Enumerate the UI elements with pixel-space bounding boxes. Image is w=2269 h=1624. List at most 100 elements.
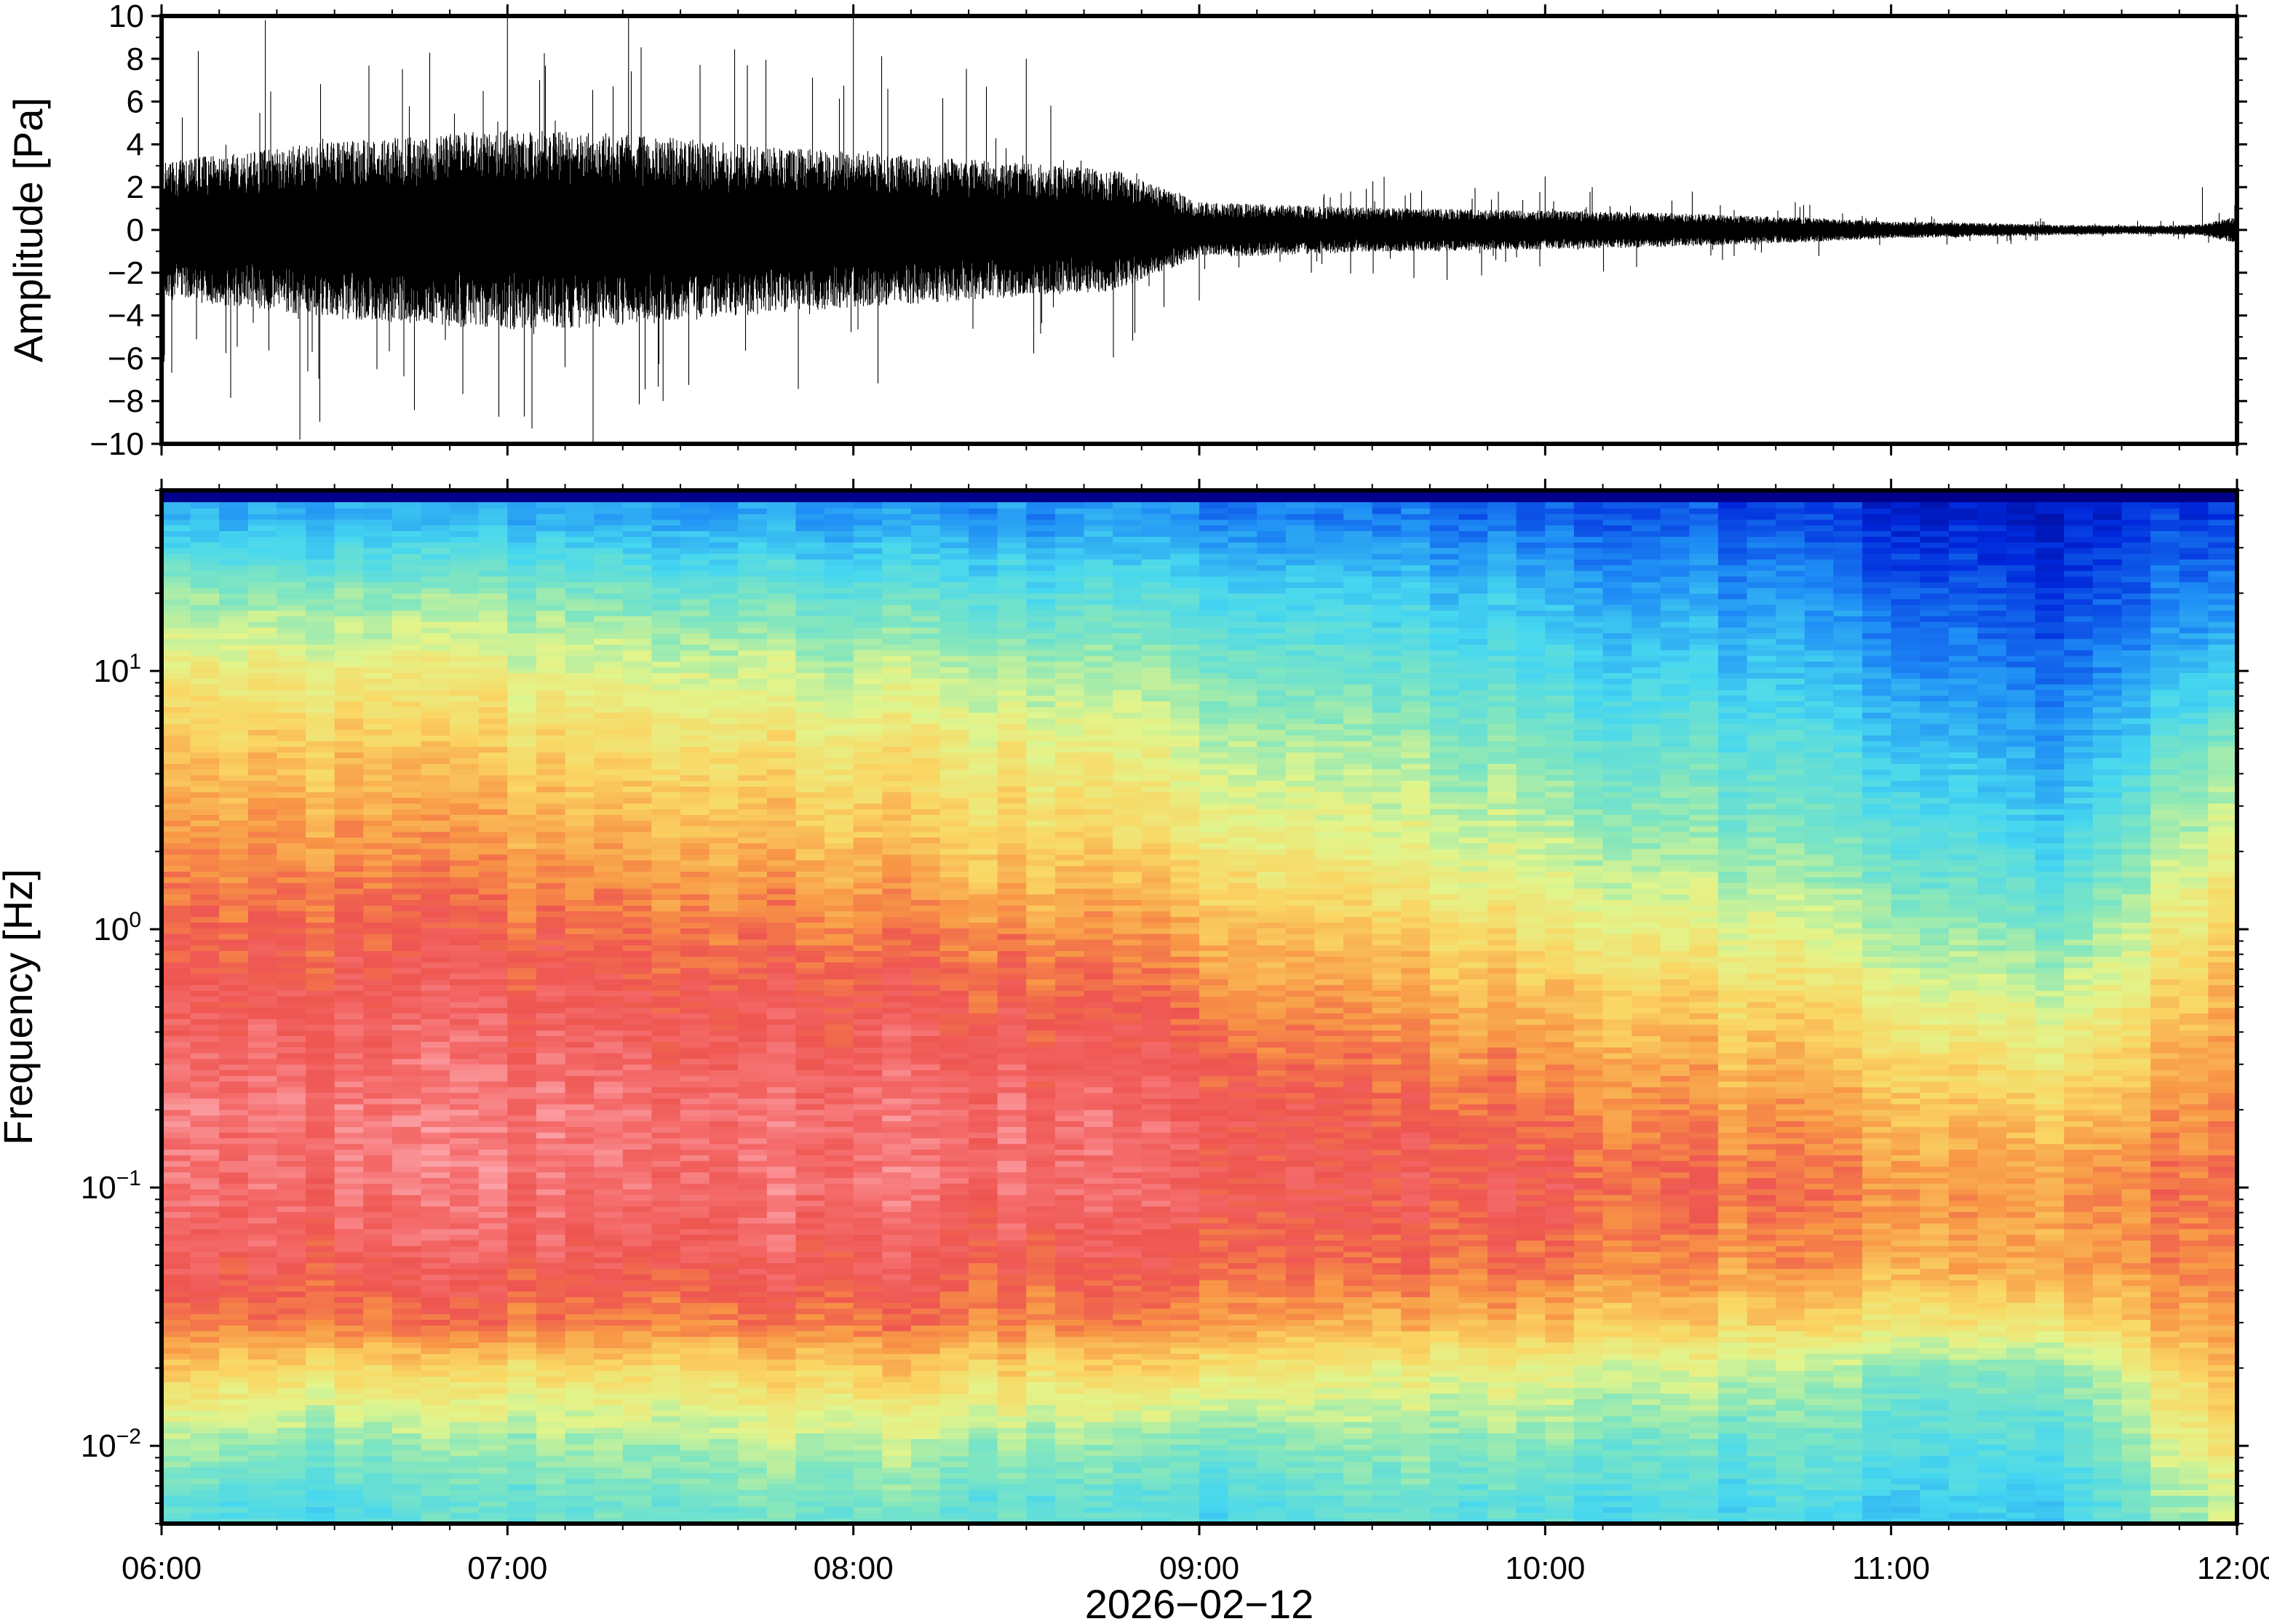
spectrogram-cell	[306, 893, 335, 900]
spectrogram-cell	[910, 1257, 941, 1264]
spectrogram-cell	[421, 1115, 450, 1122]
spectrogram-cell	[277, 820, 306, 827]
spectrogram-cell	[306, 848, 335, 855]
spectrogram-cell	[190, 825, 220, 832]
spectrogram-cell	[709, 650, 739, 656]
spectrogram-cell	[766, 1325, 797, 1332]
spectrogram-cell	[247, 1257, 278, 1264]
spectrogram-cell	[651, 1404, 681, 1411]
spectrogram-cell	[421, 1183, 450, 1190]
spectrogram-cell	[450, 1092, 480, 1099]
spectrogram-cell	[565, 808, 595, 815]
spectrogram-cell	[766, 1001, 797, 1008]
spectrogram-cell	[565, 922, 595, 928]
spectrogram-cell	[622, 1358, 653, 1366]
spectrogram-cell	[450, 882, 480, 889]
spectrogram-cell	[824, 995, 854, 1003]
spectrogram-cell	[190, 706, 220, 713]
spectrogram-cell	[536, 916, 566, 923]
spectrogram-cell	[219, 701, 249, 707]
spectrogram-cell	[824, 786, 854, 792]
spectrogram-cell	[247, 1364, 278, 1372]
spectrogram-cell	[363, 792, 393, 798]
spectrogram-cell	[392, 990, 422, 997]
spectrogram-cell	[507, 519, 537, 526]
spectrogram-cell	[565, 1342, 595, 1348]
spectrogram-cell	[824, 1200, 854, 1207]
spectrogram-cell	[363, 1251, 393, 1258]
spectrogram-cell	[680, 1064, 710, 1070]
spectrogram-cell	[363, 1086, 393, 1094]
spectrogram-cell	[507, 1382, 537, 1388]
spectrogram-cell	[334, 1211, 365, 1218]
spectrogram-cell	[882, 661, 912, 668]
spectrogram-cell	[277, 1307, 306, 1315]
spectrogram-cell	[594, 853, 624, 861]
spectrogram-cell	[536, 644, 566, 650]
spectrogram-cell	[478, 1137, 509, 1145]
spectrogram-cell	[219, 508, 249, 514]
spectrogram-cell	[853, 735, 883, 741]
spectrogram-cell	[824, 928, 854, 934]
spectrogram-cell	[766, 831, 797, 838]
spectrogram-cell	[277, 1518, 306, 1524]
spectrogram-cell	[392, 1234, 422, 1241]
spectrogram-cell	[766, 1149, 797, 1155]
spectrogram-cell	[594, 882, 624, 889]
spectrogram-cell	[680, 1143, 710, 1150]
spectrogram-cell	[162, 820, 191, 827]
spectrogram-cell	[882, 1353, 912, 1360]
spectrogram-cell	[910, 757, 941, 764]
spectrogram-cell	[450, 1438, 480, 1445]
spectrogram-cell	[363, 1364, 393, 1372]
spectrogram-cell	[795, 1171, 825, 1179]
spectrogram-cell	[392, 853, 422, 861]
spectrogram-cell	[738, 859, 768, 867]
spectrogram-cell	[478, 973, 509, 980]
spectrogram-cell	[334, 1177, 365, 1184]
spectrogram-cell	[565, 1171, 595, 1179]
spectrogram-cell	[478, 1279, 509, 1286]
spectrogram-cell	[190, 1297, 220, 1303]
spectrogram-cell	[507, 632, 537, 640]
spectrogram-cell	[651, 1291, 681, 1297]
spectrogram-cell	[565, 604, 595, 611]
spectrogram-cell	[824, 956, 854, 963]
spectrogram-cell	[478, 740, 509, 747]
spectrogram-cell	[247, 1098, 278, 1104]
spectrogram-cell	[190, 1064, 220, 1070]
spectrogram-cell	[478, 1262, 509, 1269]
spectrogram-cell	[392, 1222, 422, 1230]
spectrogram-cell	[738, 1080, 768, 1088]
spectrogram-cell	[565, 1427, 595, 1433]
spectrogram-cell	[680, 570, 710, 577]
spectrogram-cell	[882, 1126, 912, 1133]
spectrogram-cell	[478, 570, 509, 577]
spectrogram-cell	[680, 565, 710, 571]
spectrogram-cell	[622, 825, 653, 832]
spectrogram-cell	[190, 843, 220, 849]
spectrogram-cell	[162, 553, 191, 560]
spectrogram-cell	[478, 1449, 509, 1457]
spectrogram-cell	[709, 723, 739, 730]
spectrogram-cell	[766, 1041, 797, 1048]
spectrogram-cell	[738, 1387, 768, 1394]
spectrogram-cell	[738, 1393, 768, 1400]
spectrogram-cell	[450, 1245, 480, 1252]
spectrogram-cell	[478, 1086, 509, 1094]
spectrogram-cell	[680, 1500, 710, 1508]
spectrogram-cell	[162, 967, 191, 974]
spectrogram-cell	[565, 1149, 595, 1155]
spectrogram-cell	[247, 1358, 278, 1366]
spectrogram-cell	[421, 1472, 450, 1479]
spectrogram-cell	[651, 650, 681, 656]
spectrogram-cell	[709, 1467, 739, 1473]
spectrogram-cell	[277, 950, 306, 957]
spectrogram-cell	[363, 1240, 393, 1246]
spectrogram-cell	[421, 928, 450, 934]
spectrogram-cell	[824, 1064, 854, 1070]
spectrogram-cell	[882, 1506, 912, 1513]
spectrogram-cell	[247, 973, 278, 980]
spectrogram-cell	[392, 650, 422, 656]
spectrogram-cell	[219, 530, 249, 537]
